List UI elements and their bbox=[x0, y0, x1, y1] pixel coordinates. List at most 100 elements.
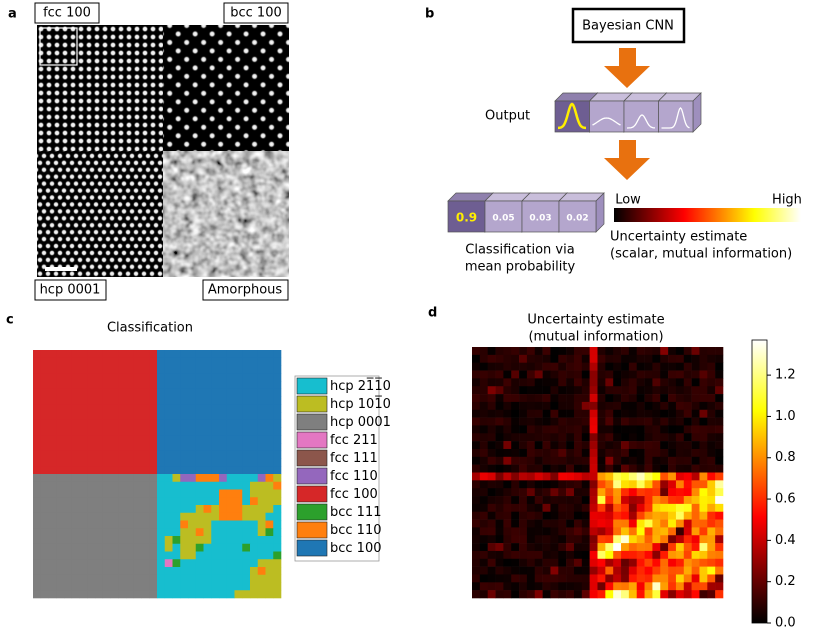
map-cell bbox=[133, 481, 142, 490]
map-cell bbox=[71, 396, 80, 405]
map-cell bbox=[95, 582, 104, 591]
map-cell bbox=[242, 536, 251, 545]
map-cell bbox=[558, 409, 567, 418]
map-cell bbox=[273, 582, 282, 591]
map-cell bbox=[265, 590, 274, 599]
map-cell bbox=[511, 394, 520, 403]
map-cell bbox=[172, 474, 181, 483]
map-cell bbox=[33, 435, 42, 444]
map-cell bbox=[242, 373, 251, 382]
map-cell bbox=[628, 503, 638, 513]
map-cell bbox=[550, 519, 559, 528]
cube-face bbox=[589, 100, 625, 133]
legend-swatch bbox=[296, 467, 328, 485]
map-cell bbox=[675, 574, 685, 583]
map-cell bbox=[133, 574, 142, 583]
map-cell bbox=[226, 489, 235, 498]
map-cell bbox=[110, 489, 119, 498]
colorbar-caption: (scalar, mutual information) bbox=[610, 247, 792, 262]
map-cell bbox=[487, 582, 496, 591]
map-cell bbox=[652, 425, 661, 434]
map-cell bbox=[257, 543, 266, 552]
map-cell bbox=[157, 396, 166, 405]
map-cell bbox=[102, 365, 111, 374]
map-cell bbox=[118, 404, 127, 413]
map-cell bbox=[110, 357, 119, 366]
legend-label: hcp 0001 bbox=[330, 415, 391, 430]
map-cell bbox=[660, 362, 669, 371]
label-box bbox=[34, 2, 100, 24]
map-cell bbox=[203, 381, 212, 390]
map-cell bbox=[605, 550, 614, 560]
map-cell bbox=[589, 480, 598, 489]
map-cell bbox=[141, 373, 150, 382]
map-cell bbox=[211, 412, 220, 421]
map-cell bbox=[613, 354, 622, 363]
map-cell bbox=[675, 511, 685, 520]
map-cell bbox=[126, 458, 135, 467]
map-cell bbox=[487, 464, 496, 473]
map-cell bbox=[597, 401, 606, 411]
distribution-curve bbox=[661, 107, 690, 129]
map-cell bbox=[56, 582, 65, 591]
map-cell bbox=[511, 378, 520, 387]
map-cell bbox=[64, 474, 73, 483]
map-cell bbox=[644, 590, 653, 599]
map-cell bbox=[487, 401, 496, 411]
map-cell bbox=[102, 450, 111, 459]
map-cell bbox=[102, 350, 111, 359]
map-cell bbox=[550, 566, 559, 575]
map-cell bbox=[219, 536, 228, 545]
map-cell bbox=[487, 574, 496, 583]
map-cell bbox=[707, 417, 716, 426]
map-cell bbox=[141, 481, 150, 490]
map-cell bbox=[597, 480, 606, 489]
map-cell bbox=[188, 528, 197, 537]
map-cell bbox=[180, 536, 189, 545]
map-cell bbox=[605, 425, 614, 434]
map-cell bbox=[157, 551, 166, 560]
map-cell bbox=[573, 370, 583, 379]
legend-label: fcc 110 bbox=[330, 469, 378, 484]
map-cell bbox=[211, 497, 220, 506]
map-cell bbox=[273, 450, 282, 459]
map-cell bbox=[526, 590, 536, 599]
map-cell bbox=[691, 472, 700, 481]
map-cell bbox=[40, 443, 49, 452]
map-cell bbox=[487, 488, 496, 497]
map-cell bbox=[652, 582, 661, 591]
map-cell bbox=[707, 370, 716, 379]
map-cell bbox=[265, 528, 274, 537]
map-cell bbox=[48, 396, 57, 405]
map-cell bbox=[242, 505, 251, 514]
map-cell bbox=[526, 448, 536, 458]
map-cell bbox=[636, 550, 645, 560]
map-cell bbox=[581, 425, 590, 434]
map-cell bbox=[157, 419, 166, 428]
map-cell bbox=[479, 574, 488, 583]
map-cell bbox=[40, 458, 49, 467]
map-cell bbox=[503, 370, 512, 379]
map-cell bbox=[118, 512, 127, 521]
map-cell bbox=[550, 527, 559, 536]
map-cell bbox=[211, 512, 220, 521]
map-cell bbox=[219, 543, 228, 552]
map-cell bbox=[56, 466, 65, 475]
map-cell bbox=[133, 458, 142, 467]
map-cell bbox=[110, 365, 119, 374]
map-cell bbox=[605, 370, 614, 379]
map-cell bbox=[180, 427, 189, 436]
map-cell bbox=[691, 519, 700, 528]
map-cell bbox=[149, 505, 158, 514]
map-cell bbox=[534, 378, 543, 387]
map-cell bbox=[79, 443, 88, 452]
map-cell bbox=[487, 558, 496, 567]
map-cell bbox=[613, 433, 622, 442]
map-cell bbox=[487, 472, 496, 481]
map-cell bbox=[250, 520, 259, 529]
map-cell bbox=[675, 386, 685, 395]
map-cell bbox=[257, 551, 266, 560]
map-cell bbox=[715, 347, 724, 356]
map-cell bbox=[613, 362, 622, 371]
map-cell bbox=[172, 427, 181, 436]
